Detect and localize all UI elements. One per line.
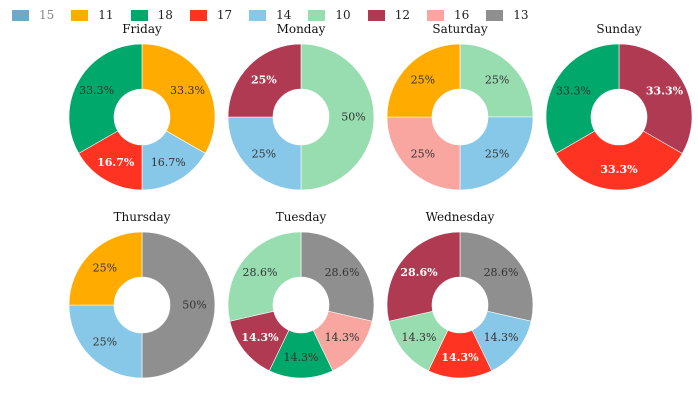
legend-label: 14 xyxy=(276,8,292,22)
slice-label: 25% xyxy=(251,73,277,86)
chart-title: Monday xyxy=(276,22,326,36)
chart-title: Saturday xyxy=(432,22,488,36)
legend-swatch xyxy=(426,9,444,21)
donut-slice-14[interactable] xyxy=(68,304,143,379)
donut-slice-18[interactable] xyxy=(68,43,143,154)
donut-slice-13[interactable] xyxy=(459,231,534,322)
slice-label: 14.3% xyxy=(241,331,279,344)
slice-label: 25% xyxy=(252,148,276,161)
chart-legend: 15 11 18 17 14 10 12 16 13 xyxy=(12,6,546,24)
chart-title: Tuesday xyxy=(275,210,327,224)
slice-label: 14.3% xyxy=(441,351,479,364)
chart-title: Sunday xyxy=(596,22,642,36)
donut-svg: 25% 25% 25% 25% xyxy=(386,43,534,191)
legend-swatch xyxy=(249,9,267,21)
slice-label: 50% xyxy=(341,111,365,124)
slice-label: 25% xyxy=(485,148,509,161)
donut-slice-11[interactable] xyxy=(386,43,461,118)
donut-slice-14[interactable] xyxy=(227,116,302,191)
donut-slice-17[interactable] xyxy=(555,130,683,191)
legend-item-13[interactable]: 13 xyxy=(486,8,529,22)
donut-svg: 33.3% 16.7% 16.7% 33.3% xyxy=(68,43,216,191)
legend-swatch xyxy=(367,9,385,21)
legend-item-17[interactable]: 17 xyxy=(189,8,233,22)
chart-title: Wednesday xyxy=(425,210,495,224)
slice-label: 28.6% xyxy=(325,266,360,279)
legend-label: 16 xyxy=(453,8,470,22)
slice-label: 33.3% xyxy=(556,84,591,97)
donut-slice-12[interactable] xyxy=(618,43,693,154)
donut-slice-14[interactable] xyxy=(459,116,534,191)
slice-label: 16.7% xyxy=(97,156,135,169)
slice-label: 28.6% xyxy=(242,266,277,279)
donut-slice-16[interactable] xyxy=(386,116,461,191)
slice-label: 25% xyxy=(485,73,509,86)
slice-label: 25% xyxy=(411,148,435,161)
legend-label: 10 xyxy=(335,8,351,22)
legend-swatch xyxy=(12,9,29,21)
legend-swatch xyxy=(71,9,89,21)
legend-label: 13 xyxy=(513,8,529,22)
chart-title: Thursday xyxy=(113,210,171,224)
legend-item-14[interactable]: 14 xyxy=(249,8,291,22)
slice-label: 14.3% xyxy=(484,331,519,344)
legend-label: 11 xyxy=(98,8,114,22)
donut-slice-11[interactable] xyxy=(141,43,216,154)
donut-svg: 28.6% 14.3% 14.3% 14.3% 28.6% xyxy=(386,231,534,379)
slice-label: 14.3% xyxy=(401,331,436,344)
donut-slice-13[interactable] xyxy=(300,231,375,322)
slice-label: 25% xyxy=(93,261,117,274)
slice-label: 33.3% xyxy=(600,163,638,176)
legend-swatch xyxy=(308,9,326,21)
slice-label: 14.3% xyxy=(284,351,319,364)
legend-label: 17 xyxy=(216,8,233,22)
slice-label: 28.6% xyxy=(484,266,519,279)
slice-label: 33.3% xyxy=(646,84,684,97)
legend-label: 12 xyxy=(394,8,410,22)
donut-svg: 50% 25% 25% xyxy=(227,43,375,191)
slice-label: 33.3% xyxy=(170,84,205,97)
donut-slice-12[interactable] xyxy=(386,231,461,322)
legend-item-12[interactable]: 12 xyxy=(367,8,410,22)
slice-label: 50% xyxy=(182,299,206,312)
donut-slice-10[interactable] xyxy=(300,43,375,191)
chart-title: Friday xyxy=(122,22,162,36)
legend-swatch xyxy=(130,9,148,21)
slice-label: 16.7% xyxy=(151,156,186,169)
legend-item-16[interactable]: 16 xyxy=(426,8,470,22)
legend-swatch xyxy=(189,9,207,21)
legend-item-11[interactable]: 11 xyxy=(71,8,114,22)
slice-label: 25% xyxy=(411,73,435,86)
legend-label: 18 xyxy=(157,8,173,22)
donut-slice-11[interactable] xyxy=(68,231,143,306)
donut-svg: 28.6% 14.3% 14.3% 14.3% 28.6% xyxy=(227,231,375,379)
donut-slice-10[interactable] xyxy=(459,43,534,118)
legend-swatch xyxy=(486,9,504,21)
slice-label: 28.6% xyxy=(400,266,438,279)
legend-label: 15 xyxy=(39,8,55,22)
slice-label: 25% xyxy=(93,336,117,349)
legend-item-10[interactable]: 10 xyxy=(308,8,351,22)
donut-svg: 50% 25% 25% xyxy=(68,231,216,379)
donut-slice-10[interactable] xyxy=(227,231,302,322)
slice-label: 14.3% xyxy=(325,331,360,344)
donut-slice-18[interactable] xyxy=(545,43,620,154)
legend-item-15[interactable]: 15 xyxy=(12,8,54,22)
slice-label: 33.3% xyxy=(79,84,114,97)
donut-slice-12[interactable] xyxy=(227,43,302,118)
donut-svg: 33.3% 33.3% 33.3% xyxy=(545,43,693,191)
legend-item-18[interactable]: 18 xyxy=(130,8,173,22)
donut-slice-13[interactable] xyxy=(141,231,216,379)
